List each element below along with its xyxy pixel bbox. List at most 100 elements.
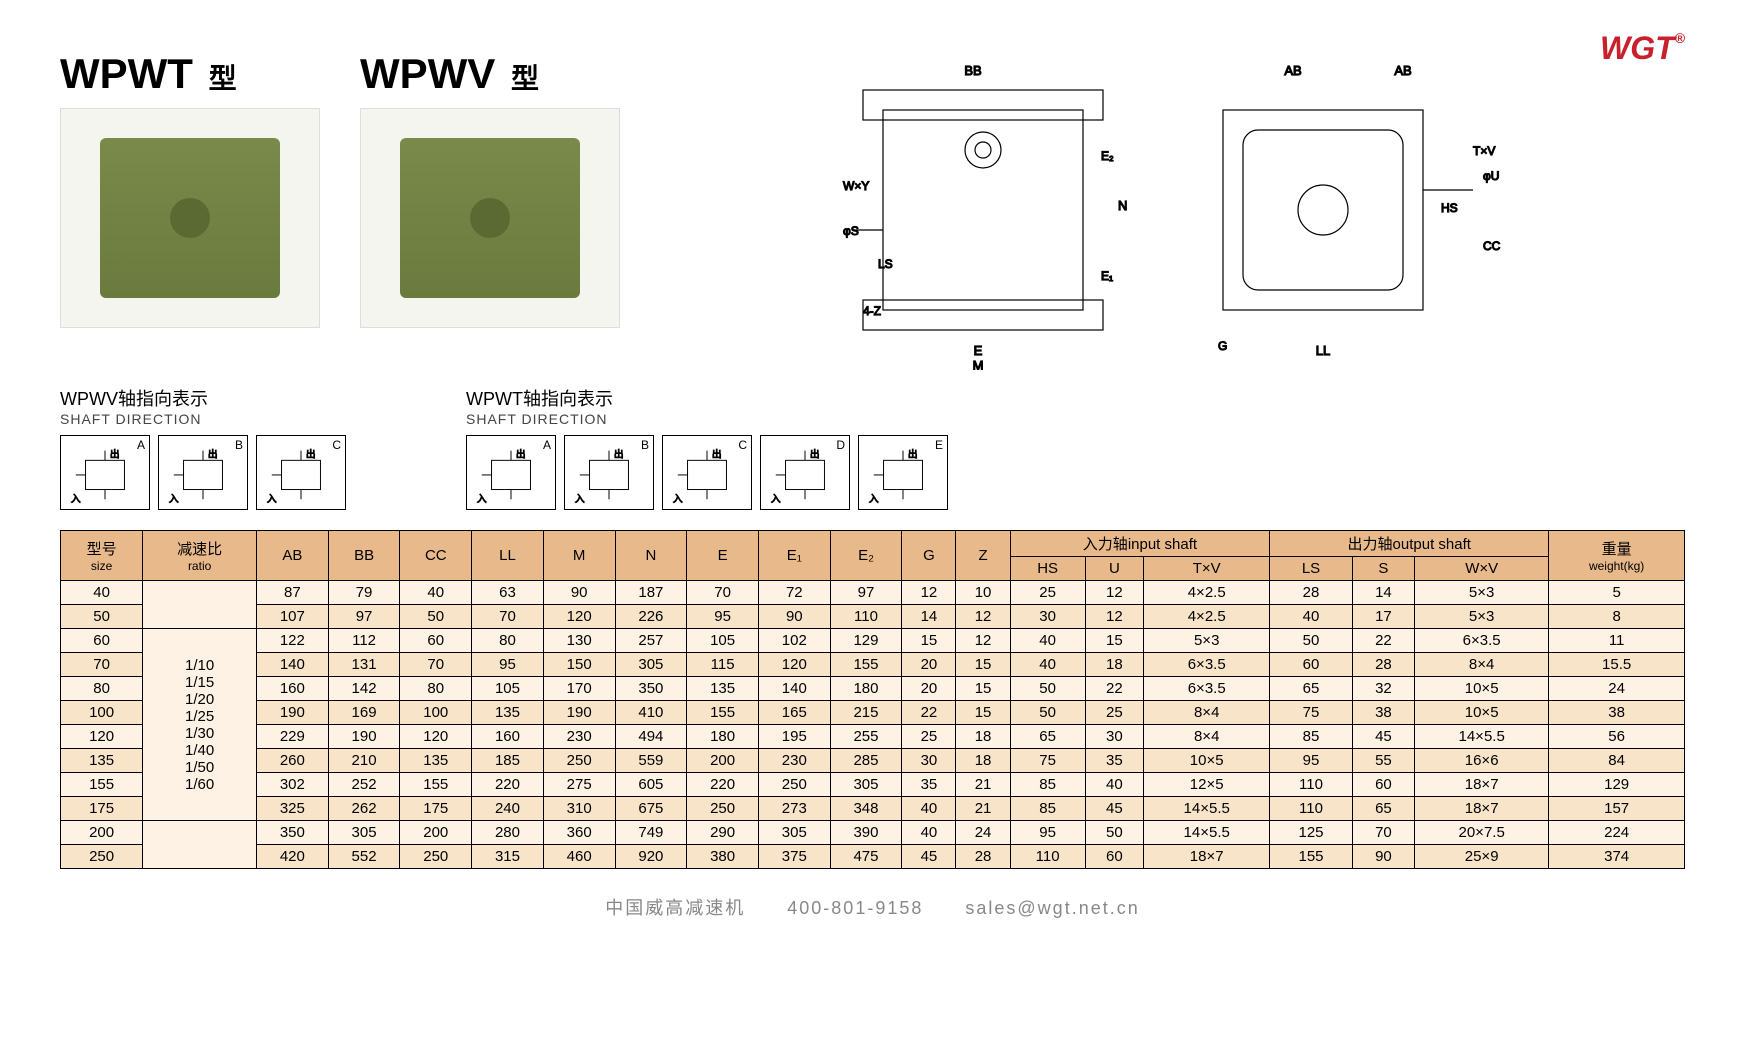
shaft-wpwv-block: WPWV轴指向表示 SHAFT DIRECTION A 入 出 B 入 出 C … bbox=[60, 385, 346, 510]
cell-hs: 110 bbox=[1010, 845, 1085, 869]
cell-e: 70 bbox=[687, 581, 759, 605]
svg-text:出: 出 bbox=[810, 447, 820, 460]
cell-s: 28 bbox=[1352, 653, 1414, 677]
cell-s: 22 bbox=[1352, 629, 1414, 653]
cell-ll: 240 bbox=[472, 797, 544, 821]
svg-text:CC: CC bbox=[1483, 239, 1501, 253]
cell-ratio: 1/101/151/201/251/301/401/501/60 bbox=[143, 629, 257, 821]
shaft-direction-section: WPWV轴指向表示 SHAFT DIRECTION A 入 出 B 入 出 C … bbox=[60, 385, 1685, 510]
cell-n: 605 bbox=[615, 773, 687, 797]
cell-bb: 210 bbox=[328, 749, 400, 773]
cell-bb: 142 bbox=[328, 677, 400, 701]
cell-g: 35 bbox=[902, 773, 956, 797]
cell-e2: 180 bbox=[830, 677, 902, 701]
cell-weight: 157 bbox=[1549, 797, 1685, 821]
cell-hs: 85 bbox=[1010, 797, 1085, 821]
product-wpwt-suffix: 型 bbox=[209, 63, 237, 94]
cell-size: 155 bbox=[61, 773, 143, 797]
cell-m: 190 bbox=[543, 701, 615, 725]
cell-u: 40 bbox=[1085, 773, 1144, 797]
cell-wxv: 20×7.5 bbox=[1415, 821, 1549, 845]
cell-hs: 30 bbox=[1010, 605, 1085, 629]
svg-text:φS: φS bbox=[843, 224, 859, 238]
cell-s: 14 bbox=[1352, 581, 1414, 605]
th-cc: CC bbox=[400, 531, 472, 581]
footer-phone: 400-801-9158 bbox=[787, 898, 923, 918]
cell-wxv: 10×5 bbox=[1415, 677, 1549, 701]
table-row: 1753252621752403106752502733484021854514… bbox=[61, 797, 1685, 821]
cell-u: 12 bbox=[1085, 605, 1144, 629]
cell-m: 130 bbox=[543, 629, 615, 653]
cell-ls: 110 bbox=[1270, 797, 1353, 821]
cell-txv: 14×5.5 bbox=[1144, 797, 1270, 821]
cell-hs: 50 bbox=[1010, 701, 1085, 725]
cell-hs: 25 bbox=[1010, 581, 1085, 605]
shaft-direction-icon: E 入 出 bbox=[858, 435, 948, 510]
cell-cc: 80 bbox=[400, 677, 472, 701]
cell-z: 15 bbox=[956, 677, 1010, 701]
svg-text:LS: LS bbox=[878, 257, 893, 271]
cell-txv: 4×2.5 bbox=[1144, 605, 1270, 629]
cell-bb: 169 bbox=[328, 701, 400, 725]
table-row: 1352602101351852505592002302853018753510… bbox=[61, 749, 1685, 773]
cell-hs: 95 bbox=[1010, 821, 1085, 845]
cell-ab: 302 bbox=[257, 773, 329, 797]
cell-ab: 107 bbox=[257, 605, 329, 629]
th-g: G bbox=[902, 531, 956, 581]
cell-u: 12 bbox=[1085, 581, 1144, 605]
cell-s: 45 bbox=[1352, 725, 1414, 749]
shaft-wpwt-icons: A 入 出 B 入 出 C 入 出 D bbox=[466, 435, 948, 510]
th-size: 型号size bbox=[61, 531, 143, 581]
cell-bb: 262 bbox=[328, 797, 400, 821]
cell-txv: 18×7 bbox=[1144, 845, 1270, 869]
cell-cc: 40 bbox=[400, 581, 472, 605]
cell-weight: 5 bbox=[1549, 581, 1685, 605]
cell-e1: 195 bbox=[758, 725, 830, 749]
shaft-direction-icon: D 入 出 bbox=[760, 435, 850, 510]
cell-ls: 40 bbox=[1270, 605, 1353, 629]
table-row: 701401317095150305115120155201540186×3.5… bbox=[61, 653, 1685, 677]
trademark: ® bbox=[1675, 30, 1685, 46]
cell-u: 45 bbox=[1085, 797, 1144, 821]
svg-text:出: 出 bbox=[516, 447, 526, 460]
cell-m: 250 bbox=[543, 749, 615, 773]
cell-n: 920 bbox=[615, 845, 687, 869]
svg-text:E: E bbox=[973, 343, 982, 358]
cell-bb: 252 bbox=[328, 773, 400, 797]
cell-hs: 65 bbox=[1010, 725, 1085, 749]
cell-e2: 475 bbox=[830, 845, 902, 869]
cell-ll: 185 bbox=[472, 749, 544, 773]
cell-wxv: 8×4 bbox=[1415, 653, 1549, 677]
cell-e1: 305 bbox=[758, 821, 830, 845]
svg-text:BB: BB bbox=[964, 63, 981, 78]
cell-ab: 229 bbox=[257, 725, 329, 749]
cell-weight: 129 bbox=[1549, 773, 1685, 797]
cell-txv: 10×5 bbox=[1144, 749, 1270, 773]
cell-txv: 5×3 bbox=[1144, 629, 1270, 653]
cell-ls: 155 bbox=[1270, 845, 1353, 869]
cell-ls: 110 bbox=[1270, 773, 1353, 797]
cell-e2: 255 bbox=[830, 725, 902, 749]
cell-g: 25 bbox=[902, 725, 956, 749]
svg-text:φU: φU bbox=[1483, 169, 1499, 183]
cell-e: 105 bbox=[687, 629, 759, 653]
cell-cc: 120 bbox=[400, 725, 472, 749]
top-section: WPWT 型 WPWV 型 BB W×Y bbox=[60, 50, 1685, 370]
cell-g: 45 bbox=[902, 845, 956, 869]
cell-weight: 224 bbox=[1549, 821, 1685, 845]
cell-e2: 390 bbox=[830, 821, 902, 845]
cell-n: 494 bbox=[615, 725, 687, 749]
cell-wxv: 16×6 bbox=[1415, 749, 1549, 773]
th-wxv: W×V bbox=[1415, 557, 1549, 581]
cell-wxv: 25×9 bbox=[1415, 845, 1549, 869]
shaft-direction-icon: B 入 出 bbox=[564, 435, 654, 510]
cell-bb: 190 bbox=[328, 725, 400, 749]
cell-m: 310 bbox=[543, 797, 615, 821]
cell-n: 559 bbox=[615, 749, 687, 773]
cell-e2: 215 bbox=[830, 701, 902, 725]
cell-z: 18 bbox=[956, 749, 1010, 773]
cell-z: 18 bbox=[956, 725, 1010, 749]
cell-g: 14 bbox=[902, 605, 956, 629]
shaft-direction-icon: B 入 出 bbox=[158, 435, 248, 510]
svg-text:G: G bbox=[1218, 339, 1227, 353]
